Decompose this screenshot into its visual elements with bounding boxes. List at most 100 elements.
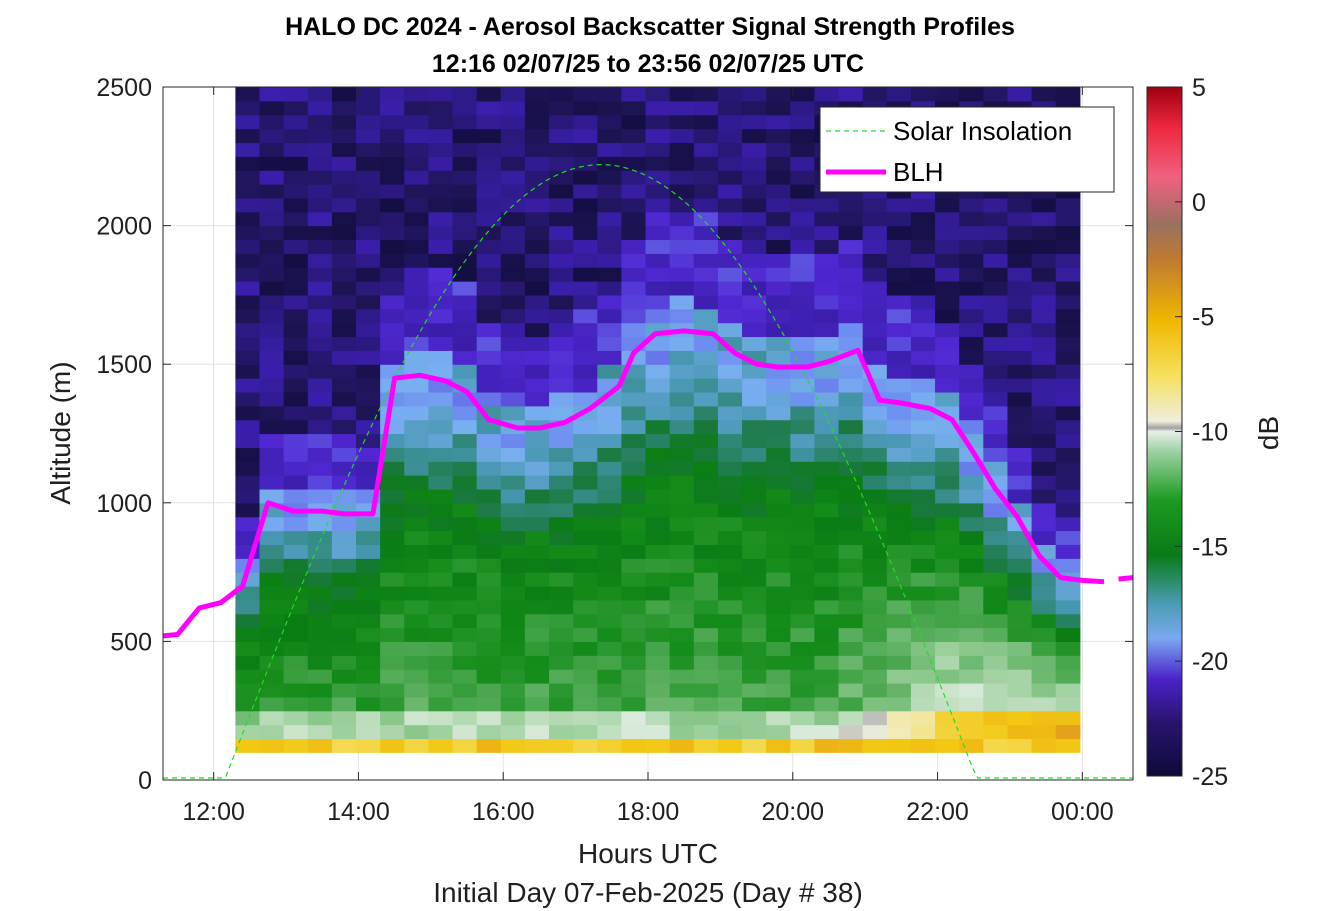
heatmap-cell [380,613,405,629]
heatmap-cell [307,267,333,282]
heatmap-cell [597,530,623,545]
heatmap-cell [621,627,647,642]
heatmap-cell [404,530,430,545]
heatmap-cell [452,502,478,518]
heatmap-cell [766,419,791,435]
heatmap-cell [983,322,1009,338]
heatmap-cell [935,281,960,296]
heatmap-cell [331,530,357,545]
heatmap-cell [597,572,623,587]
heatmap-cell [862,627,888,642]
heatmap-cell [356,364,381,379]
heatmap-cell [307,613,333,629]
heatmap-cell [1055,502,1081,518]
heatmap-cell [259,239,285,254]
heatmap-cell [428,211,454,227]
heatmap-cell [862,405,888,421]
heatmap-cell [524,572,550,587]
heatmap-cell [621,225,647,241]
heatmap-cell [693,253,719,268]
heatmap-cell [742,405,767,421]
heatmap-cell [452,724,478,740]
heatmap-cell [645,128,671,144]
heatmap-cell [669,447,695,462]
heatmap-cell [524,100,550,116]
x-axis: 12:00 14:00 16:00 18:00 20:00 22:00 00:00 [182,87,1114,826]
heatmap-cell [476,530,502,545]
heatmap-cell [404,585,430,601]
heatmap-cell [597,239,623,254]
heatmap-cell [693,475,719,490]
heatmap-cell [910,682,936,698]
heatmap-cell [790,669,816,684]
heatmap-cell [573,558,598,573]
heatmap-cell [910,502,936,518]
heatmap-cell [452,710,478,726]
heatmap-cell [862,281,888,296]
heatmap-cell [573,100,598,116]
heatmap-cell [356,322,381,338]
heatmap-cell [645,267,671,282]
heatmap-cell [790,710,816,726]
heatmap-cell [910,364,936,379]
heatmap-cell [428,197,454,213]
heatmap-cell [549,572,574,587]
heatmap-cell [500,156,526,171]
heatmap-cell [235,322,261,338]
heatmap-cell [452,197,478,213]
heatmap-cell [717,87,743,102]
heatmap-cell [862,488,888,504]
heatmap-cell [1031,475,1057,490]
heatmap-cell [380,114,405,130]
heatmap-cell [380,655,405,670]
heatmap-cell [1031,225,1057,241]
heatmap-cell [790,433,816,448]
heatmap-cell [814,211,840,227]
heatmap-cell [1031,696,1057,712]
heatmap-cell [331,710,357,726]
heatmap-cell [838,655,864,670]
heatmap-cell [452,100,478,116]
heatmap-cell [356,197,381,213]
heatmap-cell [766,350,791,365]
heatmap-cell [404,239,430,254]
heatmap-cell [959,405,984,421]
heatmap-cell [259,613,285,629]
heatmap-cell [404,294,430,310]
heatmap-cell [621,655,647,670]
heatmap-cell [404,558,430,573]
heatmap-cell [1055,585,1081,601]
heatmap-cell [693,239,719,254]
heatmap-cell [621,267,647,282]
heatmap-cell [500,475,526,490]
heatmap-cell [549,225,574,241]
heatmap-cell [717,641,743,656]
heatmap-cell [549,738,574,753]
heatmap-cell [886,599,912,615]
heatmap-cell [1055,391,1081,407]
heatmap-cell [500,682,526,698]
heatmap-cell [476,225,502,241]
heatmap-cell [452,267,478,282]
colorbar-tick-label: 0 [1192,189,1206,217]
heatmap-cell [1031,724,1057,740]
heatmap-cell [1031,669,1057,684]
heatmap-cell [838,585,864,601]
heatmap-cell [307,322,333,338]
heatmap-cell [645,239,671,254]
heatmap-cell [356,572,381,587]
heatmap-cell [1007,475,1033,490]
heatmap-cell [621,281,647,296]
heatmap-cell [862,267,888,282]
heatmap-cell [814,530,840,545]
heatmap-cell [886,475,912,490]
heatmap-cell [621,724,647,740]
heatmap-cell [500,724,526,740]
heatmap-cell [1031,530,1057,545]
heatmap [235,87,1081,753]
heatmap-cell [283,488,309,504]
heatmap-cell [283,225,309,241]
heatmap-cell [742,281,767,296]
heatmap-cell [766,114,791,130]
heatmap-cell [693,696,719,712]
